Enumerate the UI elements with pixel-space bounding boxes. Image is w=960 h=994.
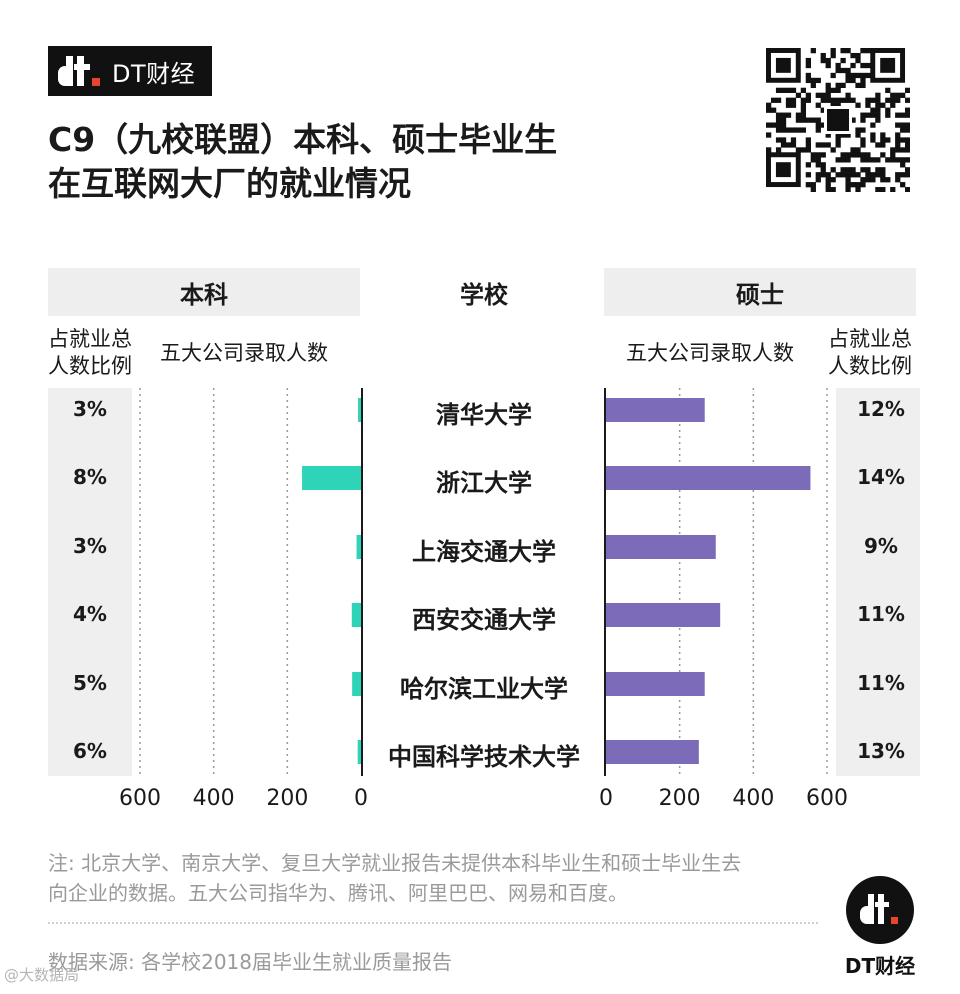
left-tick-label: 400: [192, 786, 235, 811]
header-master: 硕士: [604, 268, 916, 316]
header-undergrad: 本科: [48, 268, 360, 316]
undergrad-ratio-label: 6%: [73, 739, 107, 763]
school-name-label: 西安交通大学: [412, 606, 556, 634]
footnote: 注: 北京大学、南京大学、复旦大学就业报告未提供本科毕业生和硕士毕业生去 向企业…: [48, 848, 828, 908]
header-school: 学校: [460, 280, 508, 309]
undergrad-ratio-label: 4%: [73, 602, 107, 626]
footer-divider: [48, 922, 818, 924]
brand-logo-text: DT财经: [112, 59, 196, 88]
undergrad-bar: [302, 466, 361, 490]
left-tick-label: 0: [354, 786, 368, 811]
footnote-line2: 向企业的数据。五大公司指华为、腾讯、阿里巴巴、网易和百度。: [48, 881, 628, 905]
undergrad-ratio-label: 3%: [73, 534, 107, 558]
qr-code-icon: [766, 48, 911, 193]
dt-logo-circle-icon: [846, 876, 914, 944]
undergrad-bar: [358, 398, 361, 422]
footer-brand-label: DT财经: [844, 954, 916, 978]
undergrad-ratio-label: 8%: [73, 465, 107, 489]
left-ratio-label-line1: 占就业总: [48, 327, 132, 351]
master-ratio-label: 12%: [857, 397, 905, 421]
master-ratio-label: 13%: [857, 739, 905, 763]
right-tick-label: 200: [658, 786, 701, 811]
left-count-label: 五大公司录取人数: [160, 341, 328, 365]
chart-title-line2: 在互联网大厂的就业情况: [48, 164, 411, 203]
dt-logo-icon: [58, 54, 102, 88]
left-ratio-label-line2: 人数比例: [48, 354, 132, 378]
master-ratio-label: 11%: [857, 671, 905, 695]
undergrad-bar: [357, 740, 361, 764]
right-tick-label: 0: [599, 786, 613, 811]
right-tick-label: 400: [732, 786, 775, 811]
left-ratio-label: 占就业总 人数比例: [48, 326, 132, 380]
chart-title-line1: C9（九校联盟）本科、硕士毕业生: [48, 120, 558, 159]
master-bar: [606, 535, 716, 559]
right-tick-label: 600: [806, 786, 848, 811]
left-tick-label: 600: [119, 786, 161, 811]
brand-logo-badge: DT财经: [48, 46, 212, 96]
right-count-label: 五大公司录取人数: [626, 341, 794, 365]
left-ratio-panel: [48, 388, 132, 776]
undergrad-bar: [351, 603, 361, 627]
school-name-label: 清华大学: [436, 401, 532, 429]
left-tick-label: 200: [266, 786, 309, 811]
master-bar: [606, 672, 705, 696]
footnote-line1: 注: 北京大学、南京大学、复旦大学就业报告未提供本科毕业生和硕士毕业生去: [48, 851, 742, 875]
undergrad-bar: [352, 672, 361, 696]
school-name-label: 哈尔滨工业大学: [400, 675, 568, 703]
undergrad-ratio-label: 5%: [73, 671, 107, 695]
right-ratio-label-line1: 占就业总: [828, 327, 912, 351]
master-bar: [606, 466, 811, 490]
master-ratio-label: 11%: [857, 602, 905, 626]
undergrad-ratio-label: 3%: [73, 397, 107, 421]
school-name-label: 上海交通大学: [412, 538, 556, 566]
data-source: 数据来源: 各学校2018届毕业生就业质量报告: [48, 950, 452, 974]
master-bar: [606, 740, 699, 764]
undergrad-bar: [356, 535, 361, 559]
right-ratio-label: 占就业总 人数比例: [828, 326, 912, 380]
school-name-label: 浙江大学: [436, 469, 532, 497]
master-bar: [606, 398, 705, 422]
master-ratio-label: 14%: [857, 465, 905, 489]
watermark-text: @大数据局: [4, 966, 80, 984]
chart-title: C9（九校联盟）本科、硕士毕业生 在互联网大厂的就业情况: [48, 118, 557, 206]
master-ratio-label: 9%: [864, 534, 898, 558]
right-ratio-panel: [836, 388, 920, 776]
right-ratio-label-line2: 人数比例: [828, 354, 912, 378]
school-name-label: 中国科学技术大学: [388, 743, 580, 771]
master-bar: [606, 603, 721, 627]
